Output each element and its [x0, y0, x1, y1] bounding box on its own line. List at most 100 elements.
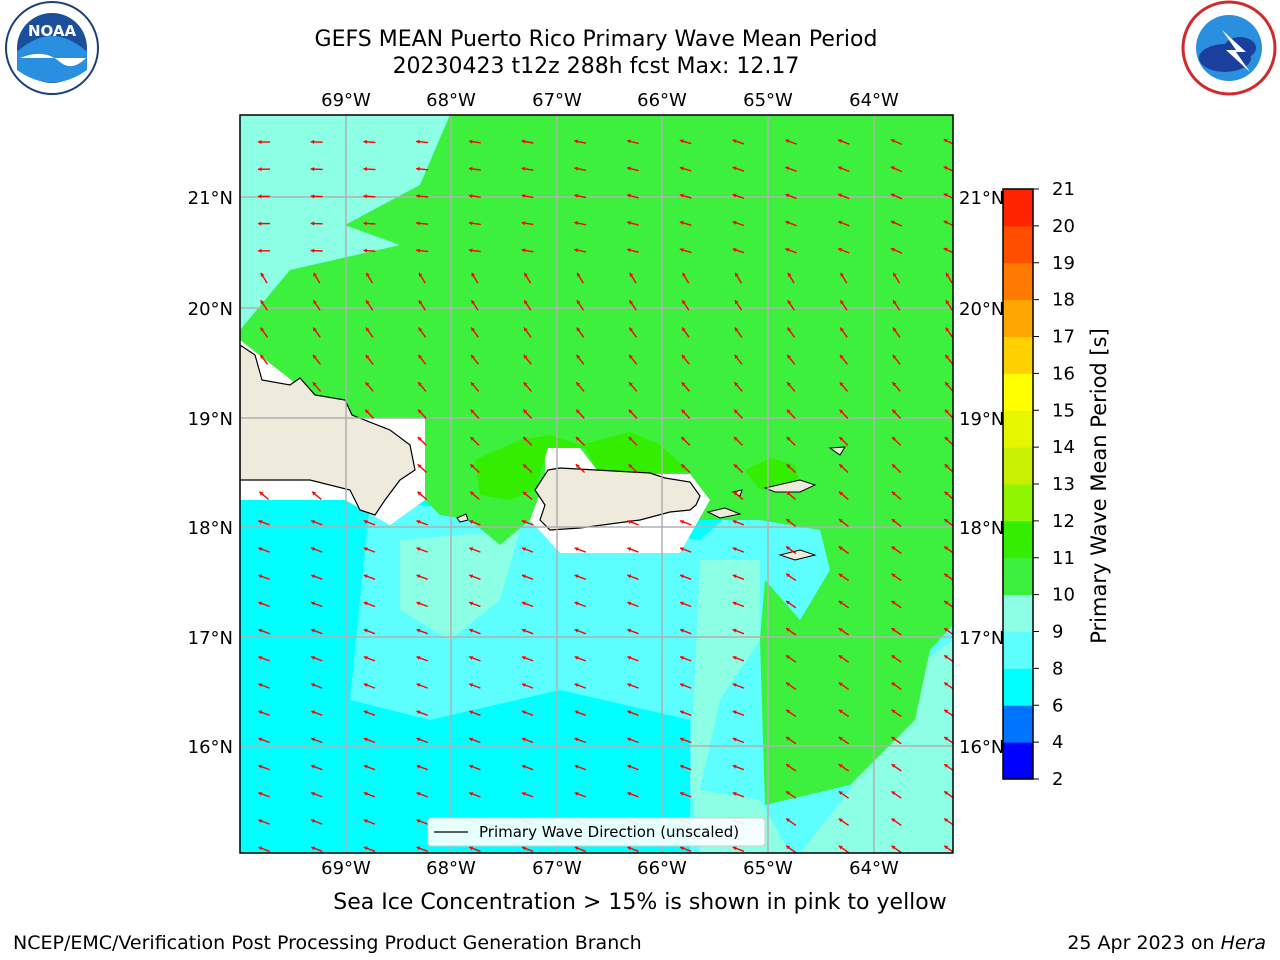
- wave-arrow-head: [258, 737, 263, 742]
- colorbar-segment: [1003, 373, 1033, 411]
- wave-arrow-head: [891, 737, 896, 741]
- wave-arrow-head: [312, 382, 317, 387]
- wave-arrow-head: [470, 437, 475, 441]
- wave-arrow-head: [891, 519, 896, 523]
- wave-arrow-head: [416, 710, 421, 715]
- wave-arrow-head: [523, 437, 528, 441]
- wave-arrow-head: [838, 791, 843, 795]
- wave-arrow-head: [734, 437, 738, 441]
- colorbar-tick-label: 8: [1052, 658, 1063, 679]
- wave-arrow-head: [418, 354, 423, 359]
- wave-arrow-head: [838, 818, 843, 823]
- wave-arrow-head: [416, 846, 421, 851]
- wave-arrow-head: [680, 710, 684, 715]
- legend-label: Primary Wave Direction (unscaled): [479, 823, 739, 841]
- lat-label-right: 21°N: [959, 188, 1004, 209]
- wave-arrow-head: [893, 272, 897, 277]
- wave-arrow-head: [521, 547, 526, 552]
- colorbar-segment: [1003, 594, 1033, 632]
- lat-label-left: 18°N: [188, 518, 233, 539]
- wave-arrow-head: [787, 272, 792, 277]
- wave-arrow-head: [786, 682, 791, 687]
- colorbar-segment: [1003, 705, 1033, 743]
- wave-arrow-head: [576, 300, 581, 305]
- wave-arrow-head: [680, 601, 684, 606]
- lon-label-bottom: 66°W: [637, 858, 687, 879]
- wave-arrow-head: [680, 792, 684, 796]
- wave-arrow-head: [680, 764, 684, 769]
- wave-arrow-head: [471, 272, 476, 277]
- wave-arrow-head: [468, 248, 473, 253]
- wave-arrow-head: [469, 792, 474, 796]
- wave-arrow-head: [363, 194, 367, 199]
- wave-arrow-head: [627, 139, 631, 144]
- wave-arrow-head: [840, 300, 844, 305]
- chart-subtitle: 20230423 t12z 288h fcst Max: 12.17: [392, 54, 800, 79]
- wave-arrow-head: [313, 272, 318, 277]
- lat-label-left: 19°N: [188, 409, 233, 430]
- wave-arrow-head: [786, 601, 791, 605]
- lon-label-bottom: 69°W: [321, 858, 371, 879]
- wave-arrow-head: [416, 221, 420, 226]
- wave-arrow-head: [310, 194, 315, 199]
- wave-arrow-head: [470, 491, 475, 496]
- wave-arrow-head: [891, 491, 896, 496]
- wave-arrow-head: [840, 327, 844, 332]
- wave-arrow-head: [310, 139, 315, 144]
- wave-arrow-head: [732, 792, 737, 796]
- wave-arrow-head: [786, 845, 791, 850]
- colorbar-tick-label: 2: [1052, 769, 1063, 790]
- lon-label-bottom: 68°W: [426, 858, 476, 879]
- wave-arrow-head: [576, 354, 581, 359]
- wave-arrow-head: [786, 764, 791, 768]
- colorbar-tick-label: 13: [1052, 474, 1075, 495]
- wave-arrow-head: [679, 166, 684, 171]
- colorbar-tick-label: 4: [1052, 732, 1063, 753]
- wave-arrow-head: [890, 139, 895, 143]
- lat-label-right: 20°N: [959, 299, 1004, 320]
- lon-label-top: 69°W: [321, 90, 371, 111]
- wave-arrow-head: [943, 193, 948, 198]
- noaa-logo: NOAA: [5, 1, 99, 95]
- wave-arrow-head: [628, 409, 633, 414]
- wave-arrow-head: [838, 845, 843, 850]
- wave-arrow-head: [785, 139, 790, 144]
- period-11-12-region: [475, 432, 690, 500]
- wave-arrow-head: [891, 573, 896, 578]
- lat-label-right: 17°N: [959, 628, 1004, 649]
- wave-arrow-head: [311, 628, 315, 633]
- wave-arrow-head: [416, 601, 421, 606]
- wave-arrow-head: [838, 247, 843, 252]
- wave-arrow-head: [311, 683, 315, 688]
- wave-arrow-head: [786, 709, 791, 714]
- wave-arrow-head: [734, 409, 739, 414]
- wave-arrow-head: [732, 220, 737, 225]
- wave-arrow-head: [365, 327, 370, 332]
- wave-arrow-head: [680, 846, 684, 851]
- wave-arrow-head: [732, 193, 737, 198]
- chart-title: GEFS MEAN Puerto Rico Primary Wave Mean …: [314, 27, 878, 52]
- wave-arrow-head: [574, 683, 579, 688]
- wave-arrow-head: [471, 327, 475, 332]
- wave-arrow-head: [418, 409, 422, 414]
- wave-arrow-head: [732, 574, 737, 579]
- sea-ice-note: Sea Ice Concentration > 15% is shown in …: [333, 890, 947, 915]
- wave-arrow-head: [786, 491, 791, 496]
- colorbar-segment: [1003, 189, 1033, 227]
- wave-arrow-head: [260, 300, 265, 305]
- wave-arrow-head: [521, 221, 526, 226]
- wave-arrow-head: [943, 247, 948, 252]
- wave-arrow-head: [892, 354, 897, 359]
- wave-arrow-head: [681, 464, 686, 469]
- wave-arrow-head: [574, 656, 579, 660]
- wave-arrow-head: [311, 520, 315, 524]
- wave-arrow-head: [682, 300, 686, 305]
- wave-arrow-head: [468, 194, 473, 199]
- wave-arrow-head: [521, 846, 526, 851]
- wave-arrow-head: [680, 737, 684, 742]
- wave-arrow-head: [574, 547, 579, 552]
- wave-arrow-head: [363, 792, 368, 796]
- wave-arrow-head: [521, 193, 526, 198]
- wave-arrow-head: [785, 166, 790, 171]
- wave-arrow-head: [840, 272, 845, 277]
